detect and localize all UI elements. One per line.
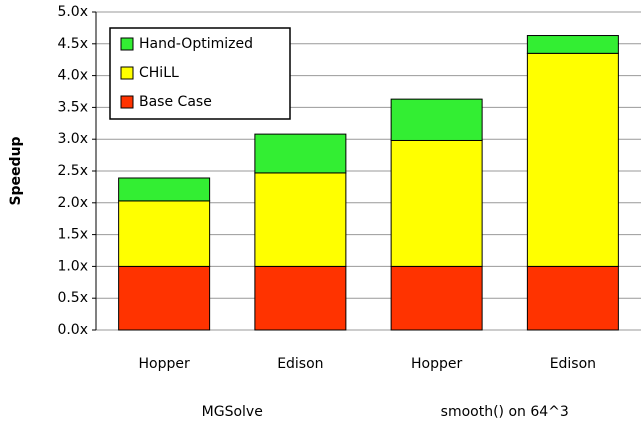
y-tick-label: 2.5x [57, 163, 88, 179]
y-tick-label: 4.5x [57, 36, 88, 52]
bar-segment [118, 200, 211, 267]
y-tick-label: 1.5x [57, 227, 88, 243]
y-tick-label: 3.0x [57, 131, 88, 147]
x-tick-label: Edison [277, 356, 323, 372]
y-tick-label: 1.0x [57, 258, 88, 274]
y-tick-label: 5.0x [57, 4, 88, 20]
legend-label: Base Case [139, 94, 212, 110]
legend-swatch [120, 66, 134, 80]
group-label: smooth() on 64^3 [441, 404, 569, 420]
y-tick-label: 0.5x [57, 290, 88, 306]
group-label: MGSolve [202, 404, 263, 420]
legend-label: CHiLL [139, 65, 179, 81]
x-tick-label: Edison [550, 356, 596, 372]
bar-segment [526, 265, 619, 331]
legend-box [109, 27, 291, 120]
bar-segment [118, 177, 211, 202]
bar-segment [254, 265, 347, 331]
y-tick-label: 3.5x [57, 99, 88, 115]
x-tick-label: Hopper [139, 356, 190, 372]
legend-label: Hand-Optimized [139, 36, 253, 52]
y-tick-label: 0.0x [57, 322, 88, 338]
bar-segment [254, 133, 347, 174]
y-tick-label: 4.0x [57, 68, 88, 84]
y-tick-label: 2.0x [57, 195, 88, 211]
bar-segment [390, 139, 483, 267]
legend-swatch [120, 37, 134, 51]
bar-segment [254, 172, 347, 267]
bar-segment [526, 35, 619, 54]
bar-segment [526, 52, 619, 267]
bar-segment [390, 98, 483, 141]
bar-segment [390, 265, 483, 331]
y-axis-label: Speedup [8, 136, 24, 205]
bar-segment [118, 265, 211, 331]
legend-swatch [120, 95, 134, 109]
x-tick-label: Hopper [411, 356, 462, 372]
